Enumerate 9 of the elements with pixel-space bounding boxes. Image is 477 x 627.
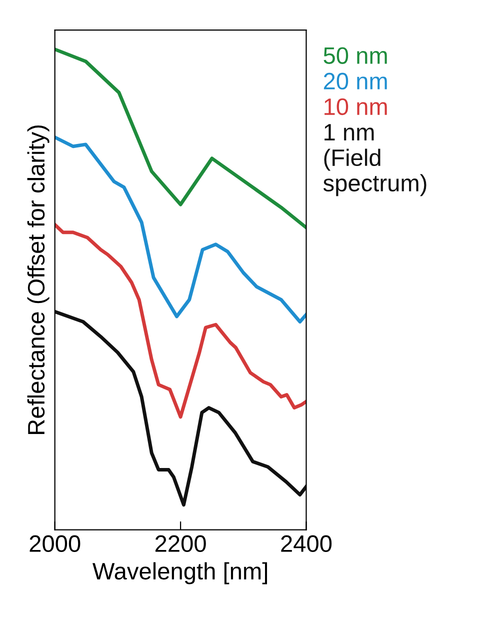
- x-tick-label: 2400: [281, 535, 332, 552]
- x-axis-title: Wavelength [nm]: [92, 562, 268, 584]
- x-tick-label: 2200: [155, 535, 206, 552]
- text: 10 nm: [324, 98, 387, 116]
- text: 1 nm (Field spectrum): [323, 124, 426, 196]
- x-tick-label: 2000: [30, 535, 80, 552]
- y-axis-title: Reflectance (Offset for clarity): [27, 125, 50, 434]
- text: 20 nm: [324, 72, 387, 90]
- text: 50 nm: [324, 47, 387, 64]
